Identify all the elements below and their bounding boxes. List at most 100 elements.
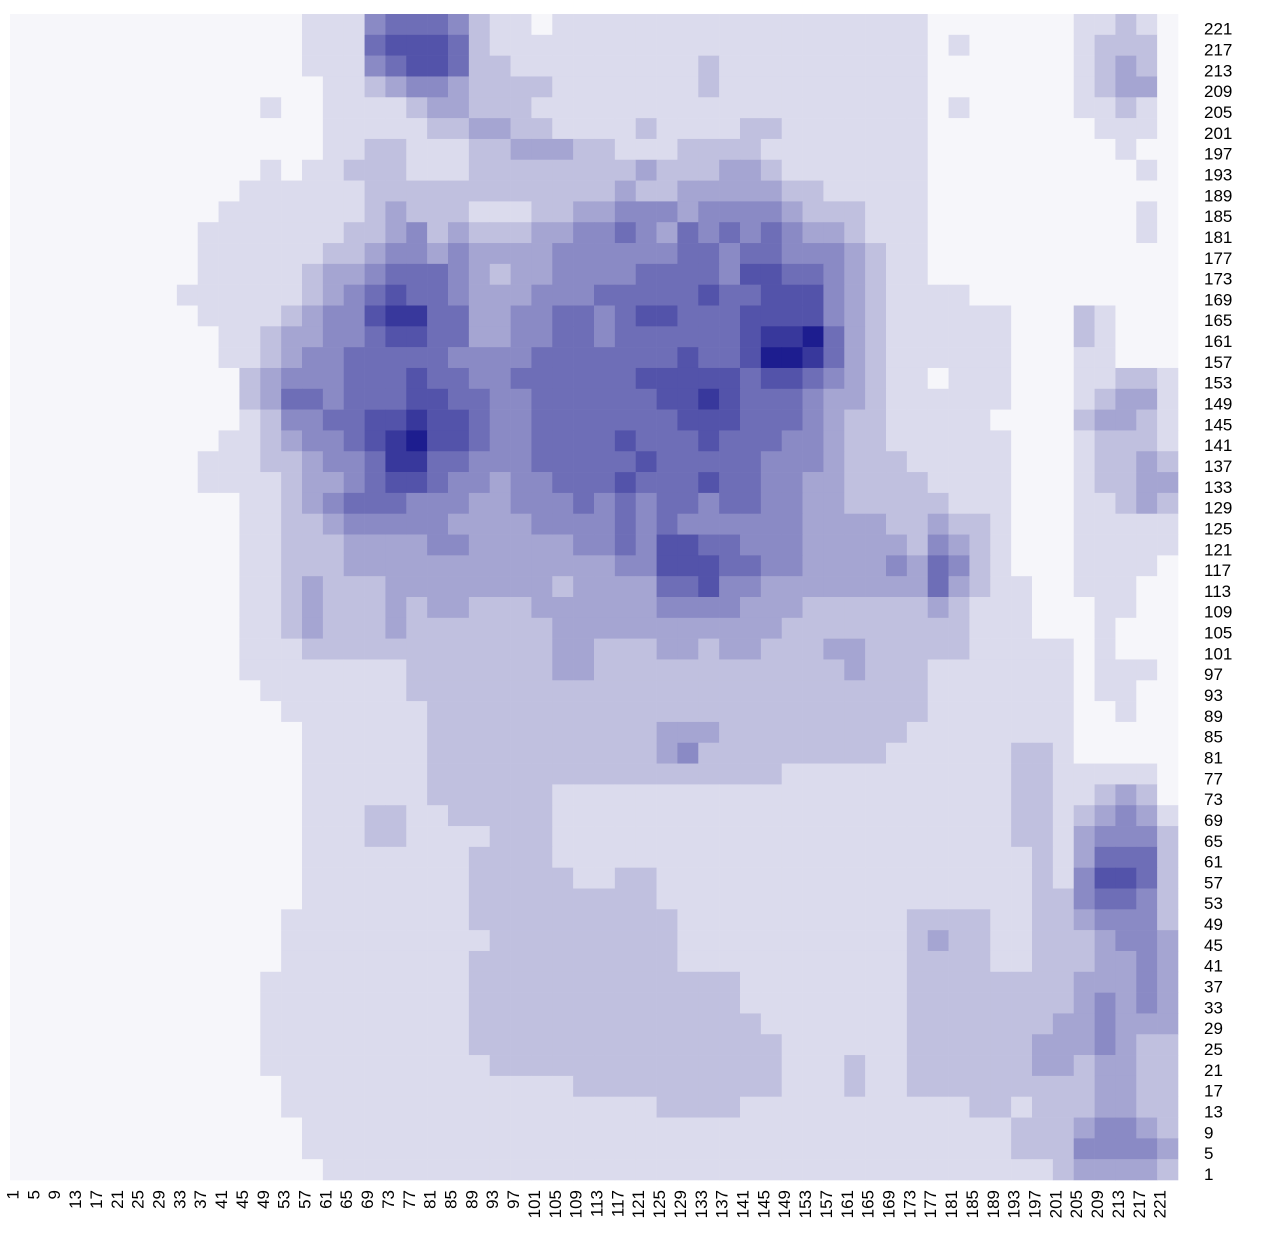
heatmap-cell [1136, 659, 1158, 681]
heatmap-cell [218, 451, 240, 473]
heatmap-cell [281, 576, 303, 598]
heatmap-cell [281, 888, 303, 910]
heatmap-cell [448, 659, 470, 681]
heatmap-cell [93, 617, 115, 639]
heatmap-cell [1073, 742, 1095, 764]
heatmap-cell [844, 513, 866, 535]
heatmap-cell [635, 513, 657, 535]
heatmap-cell [1136, 1096, 1158, 1118]
heatmap-cell [93, 680, 115, 702]
heatmap-cell [573, 305, 595, 327]
heatmap-cell [802, 305, 824, 327]
heatmap-cell [1136, 180, 1158, 202]
heatmap-cell [510, 617, 532, 639]
heatmap-cell [781, 1117, 803, 1139]
x-tick-label: 45 [233, 1190, 252, 1209]
heatmap-cell [656, 742, 678, 764]
heatmap-cell [594, 222, 616, 244]
heatmap-cell [1052, 388, 1075, 410]
heatmap-cell [823, 1055, 845, 1077]
heatmap-cell [489, 388, 511, 410]
heatmap-cell [239, 1013, 261, 1035]
heatmap-cell [1032, 1075, 1054, 1098]
heatmap-cell [969, 721, 991, 744]
heatmap-cell [594, 367, 616, 390]
heatmap-cell [552, 805, 574, 827]
heatmap-cell [740, 784, 762, 806]
heatmap-cell [656, 430, 678, 452]
heatmap-cell [614, 326, 637, 348]
heatmap-cell [1032, 992, 1054, 1014]
heatmap-cell [594, 55, 616, 77]
heatmap-cell [844, 388, 866, 410]
heatmap-cell [489, 1034, 511, 1056]
heatmap-cell [510, 1138, 532, 1160]
heatmap-cell [677, 201, 699, 223]
heatmap-cell [1115, 742, 1137, 764]
y-tick-label: 133 [1204, 478, 1232, 497]
heatmap-cell [635, 805, 657, 827]
heatmap-cell [760, 1013, 783, 1035]
heatmap-cell [531, 263, 553, 285]
heatmap-cell [114, 971, 136, 993]
heatmap-cell [573, 784, 595, 806]
heatmap-cell [1073, 430, 1095, 452]
heatmap-cell [260, 971, 282, 993]
heatmap-cell [176, 347, 199, 369]
heatmap-cell [30, 451, 53, 473]
heatmap-cell [427, 534, 449, 556]
heatmap-cell [948, 55, 970, 77]
heatmap-cell [364, 1159, 386, 1181]
heatmap-cell [886, 805, 908, 827]
heatmap-cell [156, 950, 178, 973]
heatmap-cell [156, 159, 178, 181]
heatmap-cell [677, 721, 699, 744]
heatmap-cell [343, 347, 365, 369]
heatmap-cell [322, 805, 345, 827]
heatmap-cell [1115, 76, 1137, 98]
heatmap-cell [698, 263, 720, 285]
heatmap-cell [990, 472, 1012, 494]
heatmap-cell [823, 201, 845, 223]
heatmap-cell [531, 1055, 553, 1077]
heatmap-cell [406, 1138, 428, 1160]
heatmap-cell [343, 846, 365, 868]
heatmap-cell [677, 888, 699, 910]
heatmap-cell [260, 388, 282, 410]
heatmap-cell [260, 805, 282, 827]
heatmap-cell [322, 97, 345, 119]
heatmap-cell [886, 1159, 908, 1181]
x-tick-label: 157 [817, 1190, 836, 1218]
heatmap-cell [406, 638, 428, 660]
heatmap-cell [990, 55, 1012, 77]
heatmap-cell [385, 430, 407, 452]
heatmap-cell [343, 222, 365, 244]
heatmap-cell [698, 534, 720, 556]
heatmap-cell [1073, 243, 1095, 265]
y-tick-label: 213 [1204, 61, 1232, 80]
heatmap-cell [156, 472, 178, 494]
heatmap-cell [510, 1055, 532, 1077]
heatmap-cell [844, 138, 866, 161]
heatmap-cell [594, 930, 616, 952]
heatmap-cell [823, 492, 845, 515]
heatmap-cell [468, 263, 491, 285]
heatmap-cell [510, 180, 532, 202]
heatmap-cell [1011, 284, 1033, 306]
heatmap-cell [1115, 1034, 1137, 1056]
heatmap-cell [531, 367, 553, 390]
heatmap-cell [1136, 576, 1158, 598]
heatmap-cell [260, 201, 282, 223]
heatmap-cell [1073, 1159, 1095, 1181]
heatmap-cell [448, 680, 470, 702]
heatmap-cell [1094, 909, 1116, 931]
heatmap-cell [1094, 1055, 1116, 1077]
heatmap-cell [886, 909, 908, 931]
heatmap-cell [239, 680, 261, 702]
heatmap-cell [406, 284, 428, 306]
x-tick-label: 169 [879, 1190, 898, 1218]
heatmap-cell [781, 284, 803, 306]
heatmap-cell [30, 1075, 53, 1098]
heatmap-cell [1157, 492, 1179, 515]
heatmap-cell [969, 805, 991, 827]
